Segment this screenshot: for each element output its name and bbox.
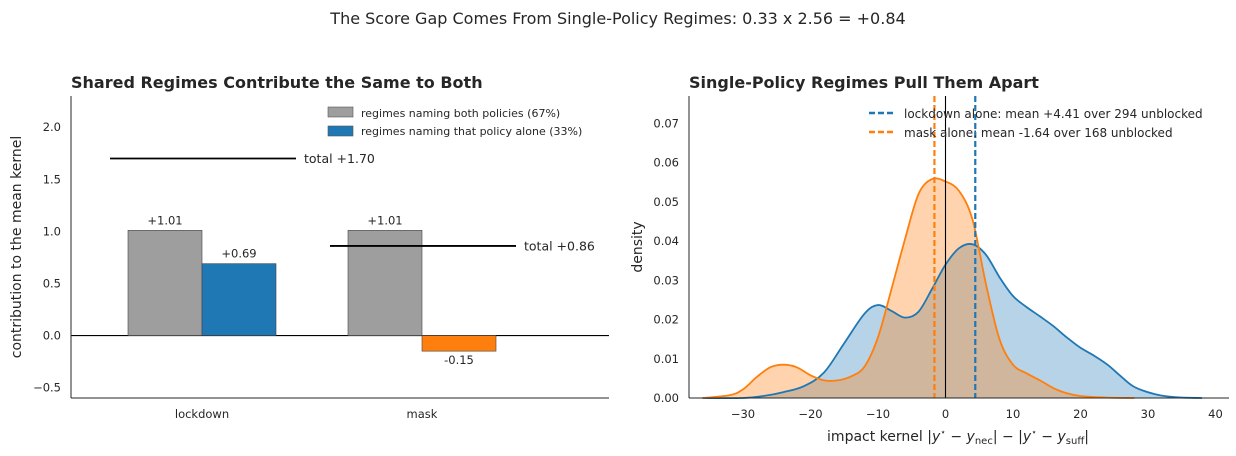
right-legend: lockdown alone: mean +4.41 over 294 unbl… xyxy=(869,107,1203,140)
legend-label-lockdown: lockdown alone: mean +4.41 over 294 unbl… xyxy=(904,107,1203,121)
right-y-tick-label: 0.04 xyxy=(653,234,679,248)
density-fill-lockdown xyxy=(702,243,1202,399)
right-x-axis-label: impact kernel |y⋆ − ynec| − |y⋆ − ysuff| xyxy=(827,428,1089,447)
right-x-tick-label: 0 xyxy=(942,407,949,421)
right-x-tick-label: 20 xyxy=(1073,407,1088,421)
legend-label-mask: mask alone: mean -1.64 over 168 unblocke… xyxy=(904,126,1173,140)
legend-label-shared: regimes naming both policies (67%) xyxy=(361,107,560,120)
right-x-tick-label: −10 xyxy=(866,407,890,421)
right-chart-title: Single-Policy Regimes Pull Them Apart xyxy=(689,73,1039,92)
left-x-tick-label: mask xyxy=(407,407,438,421)
left-y-tick-label: 0.0 xyxy=(43,329,61,343)
left-y-tick-label: 2.0 xyxy=(43,120,61,134)
left-y-tick-label: 1.0 xyxy=(43,224,61,238)
left-y-tick-label: 0.5 xyxy=(43,276,61,290)
right-axis-ticks: 0.00 0.01 0.02 0.03 0.04 0.05 0.06 0.07 −30 −20 −1… xyxy=(653,116,1222,421)
right-x-tick-label: −30 xyxy=(731,407,755,421)
left-total-lines: total +1.70 total +0.86 xyxy=(110,151,595,253)
total-label-mask: total +0.86 xyxy=(524,238,595,253)
bar-alone-mask xyxy=(421,335,497,352)
right-y-tick-label: 0.01 xyxy=(653,352,679,366)
right-density-chart: Single-Policy Regimes Pull Them Apart de… xyxy=(630,73,1229,447)
left-bars: +1.01 +0.69 +1.01 -0.15 xyxy=(127,213,497,367)
figure-suptitle: The Score Gap Comes From Single-Policy R… xyxy=(329,9,905,28)
legend-label-alone: regimes naming that policy alone (33%) xyxy=(361,125,582,138)
right-x-tick-label: −20 xyxy=(798,407,822,421)
right-y-tick-label: 0.05 xyxy=(653,195,679,209)
legend-swatch-shared xyxy=(327,106,354,118)
left-legend: regimes naming both policies (67%) regim… xyxy=(327,106,582,138)
density-fill-mask xyxy=(702,178,1135,398)
bar-label-shared-lockdown: +1.01 xyxy=(147,213,182,227)
right-y-axis-label: density xyxy=(630,221,646,272)
right-y-tick-label: 0.02 xyxy=(653,313,679,327)
left-bar-chart: Shared Regimes Contribute the Same to Bo… xyxy=(9,73,609,421)
bar-shared-mask xyxy=(347,230,423,336)
right-y-tick-label: 0.03 xyxy=(653,273,679,287)
right-x-tick-label: 10 xyxy=(1006,407,1021,421)
right-density-areas xyxy=(702,96,1203,400)
density-line-mask xyxy=(702,177,1135,399)
left-y-tick-label: 1.5 xyxy=(43,172,61,186)
density-line-lockdown xyxy=(702,243,1203,400)
bar-alone-lockdown xyxy=(201,263,277,336)
bar-label-alone-lockdown: +0.69 xyxy=(221,247,256,261)
left-chart-title: Shared Regimes Contribute the Same to Bo… xyxy=(71,73,483,92)
left-y-axis-label: contribution to the mean kernel xyxy=(9,136,25,359)
right-x-tick-label: 40 xyxy=(1208,407,1223,421)
left-x-axis-ticks: lockdown mask xyxy=(175,407,438,421)
right-y-tick-label: 0.06 xyxy=(653,156,679,170)
left-y-tick-label: −0.5 xyxy=(33,381,61,395)
bar-label-shared-mask: +1.01 xyxy=(367,213,402,227)
right-y-tick-label: 0.00 xyxy=(653,391,679,405)
bar-label-alone-mask: -0.15 xyxy=(444,353,474,367)
right-x-tick-label: 30 xyxy=(1141,407,1156,421)
right-y-tick-label: 0.07 xyxy=(653,116,679,130)
total-label-lockdown: total +1.70 xyxy=(304,151,375,166)
legend-swatch-alone xyxy=(327,125,354,137)
bar-shared-lockdown xyxy=(127,230,203,336)
left-x-tick-label: lockdown xyxy=(175,407,229,421)
